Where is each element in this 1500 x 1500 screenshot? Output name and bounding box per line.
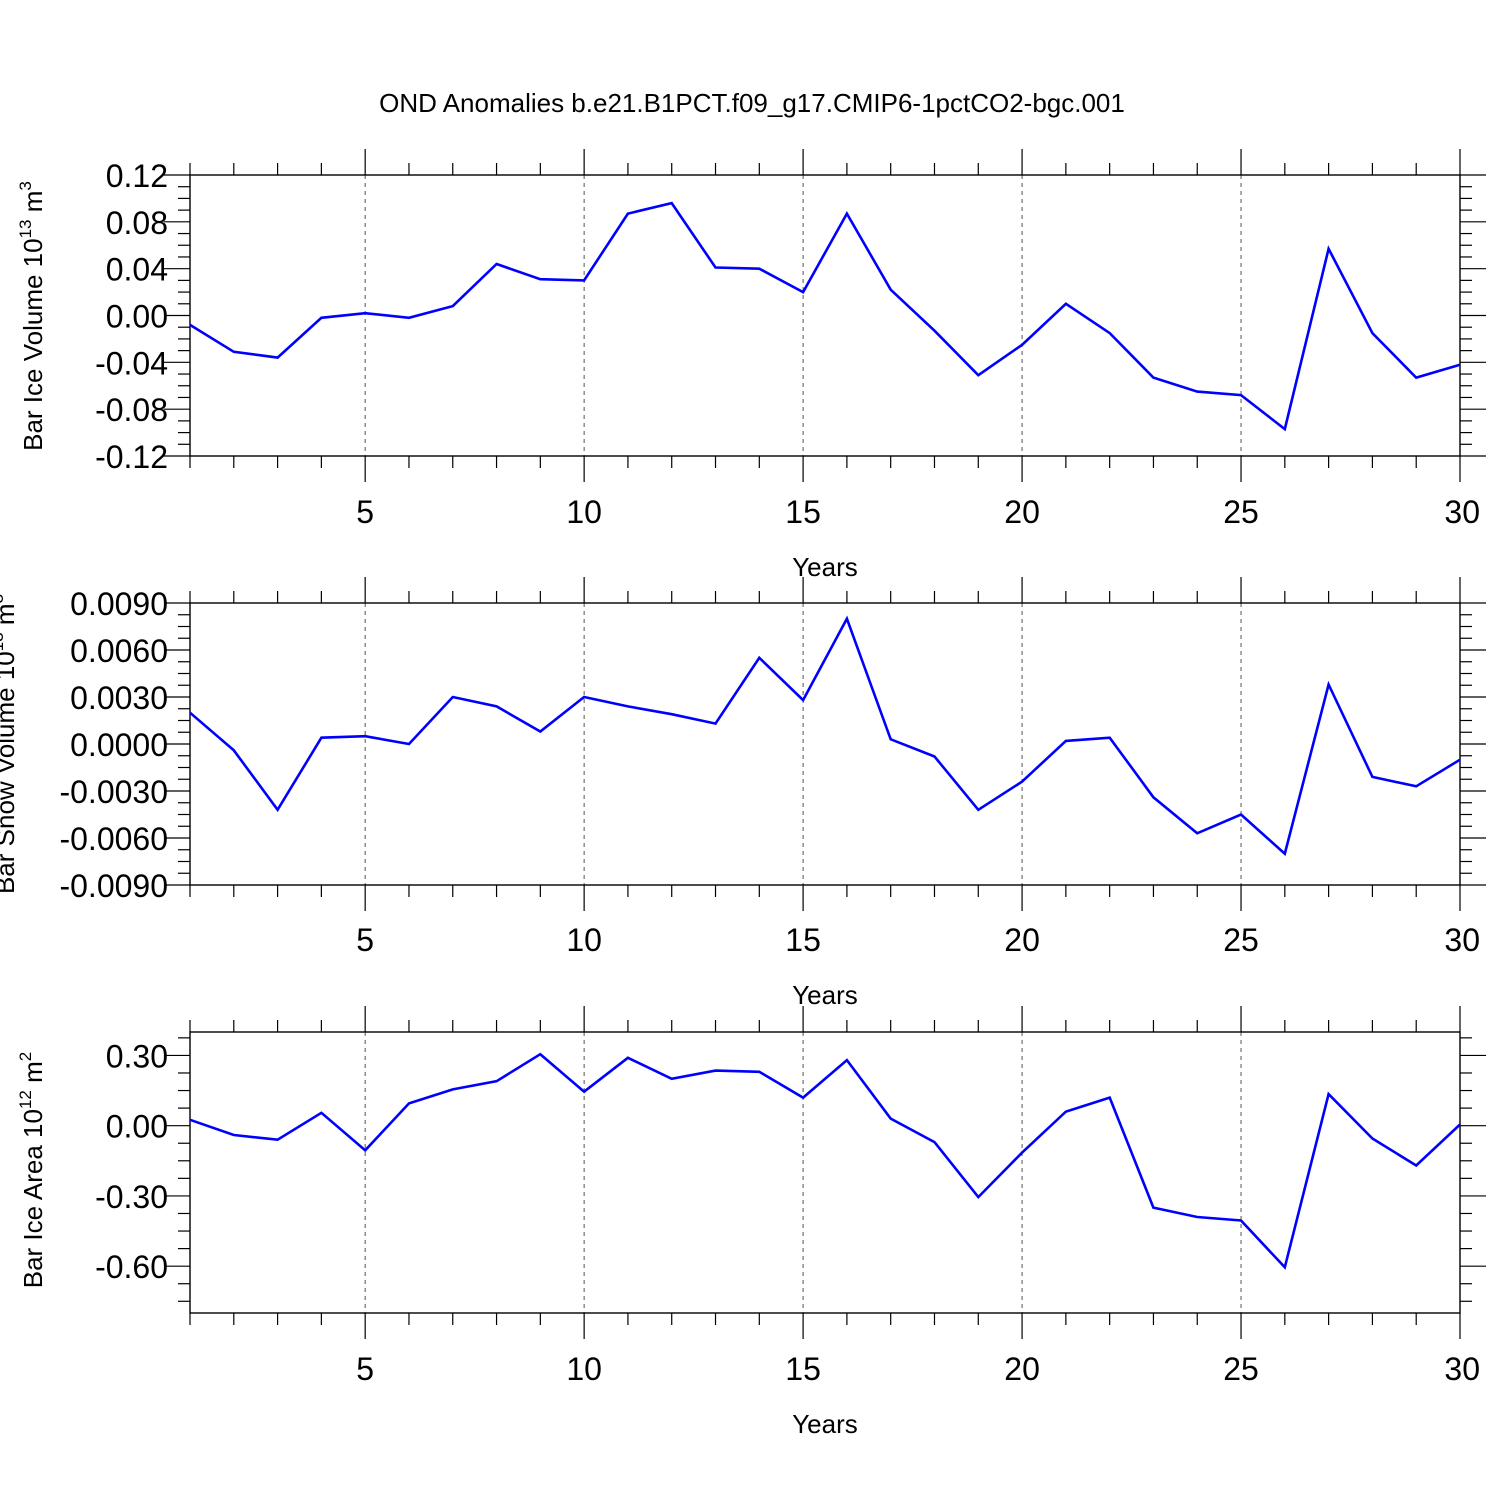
y-tick-label: 0.0060 <box>70 633 168 669</box>
x-tick-label: 15 <box>785 922 821 958</box>
series-line <box>189 201 1461 432</box>
series-line <box>189 615 1461 857</box>
panel-2: -0.0090 -0.0060 -0.0030 0.0000 0.0030 0.0060 0… <box>0 577 1486 1010</box>
y-tick-label: 0.0090 <box>70 586 168 622</box>
y-tick-label: 0.08 <box>106 205 168 241</box>
figure-title: OND Anomalies b.e21.B1PCT.f09_g17.CMIP6-… <box>379 88 1125 118</box>
x-axis-label: Years <box>792 552 858 582</box>
y-tick-label: 0.04 <box>106 252 168 288</box>
y-tick-label: -0.0090 <box>59 868 168 904</box>
x-tick-label: 15 <box>785 494 821 530</box>
x-tick-label: 30 <box>1444 494 1480 530</box>
y-tick-label: 0.12 <box>106 158 168 194</box>
x-tick-label: 15 <box>785 1351 821 1387</box>
x-tick-label: 10 <box>566 922 602 958</box>
x-tick-label: 20 <box>1004 1351 1040 1387</box>
x-tick-label: 10 <box>566 1351 602 1387</box>
x-tick-label: 20 <box>1004 494 1040 530</box>
y-tick-label: 0.30 <box>106 1038 168 1074</box>
panel-1: -0.12 -0.08 -0.04 0.00 0.04 0.08 0.12 5 10 15 20 25… <box>16 149 1486 582</box>
y-axis-label: Bar Ice Area 1012 m2 <box>16 1052 48 1289</box>
x-tick-label: 10 <box>566 494 602 530</box>
series-line <box>189 1052 1461 1270</box>
x-tick-label: 5 <box>356 922 374 958</box>
y-tick-label: -0.60 <box>95 1249 168 1285</box>
plot-frame <box>189 1031 1461 1314</box>
x-tick-label: 25 <box>1223 1351 1259 1387</box>
x-tick-label: 25 <box>1223 494 1259 530</box>
y-tick-label: -0.0060 <box>59 821 168 857</box>
x-tick-label: 30 <box>1444 1351 1480 1387</box>
x-axis-label: Years <box>792 980 858 1010</box>
x-tick-label: 5 <box>356 1351 374 1387</box>
panel-3: -0.60 -0.30 0.00 0.30 5 10 15 20 25 30 Years Bar Ic… <box>16 1006 1486 1439</box>
y-tick-label: 0.0000 <box>70 727 168 763</box>
y-tick-label: 0.00 <box>106 299 168 335</box>
y-tick-label: 0.0030 <box>70 680 168 716</box>
x-tick-label: 5 <box>356 494 374 530</box>
y-tick-label: 0.00 <box>106 1109 168 1145</box>
panels: -0.12 -0.08 -0.04 0.00 0.04 0.08 0.12 5 10 15 20 25… <box>0 149 1486 1439</box>
y-tick-label: -0.0030 <box>59 774 168 810</box>
x-tick-label: 20 <box>1004 922 1040 958</box>
y-axis-label: Bar Ice Volume 1013 m3 <box>16 181 48 451</box>
y-tick-label: -0.04 <box>95 345 168 381</box>
x-tick-label: 25 <box>1223 922 1259 958</box>
y-tick-label: -0.12 <box>95 439 168 475</box>
y-tick-label: -0.30 <box>95 1179 168 1215</box>
y-tick-label: -0.08 <box>95 392 168 428</box>
y-axis-label: Bar Snow Volume 1013 m3 <box>0 594 20 894</box>
x-tick-label: 30 <box>1444 922 1480 958</box>
x-axis-label: Years <box>792 1409 858 1439</box>
plot-frame <box>189 602 1461 886</box>
